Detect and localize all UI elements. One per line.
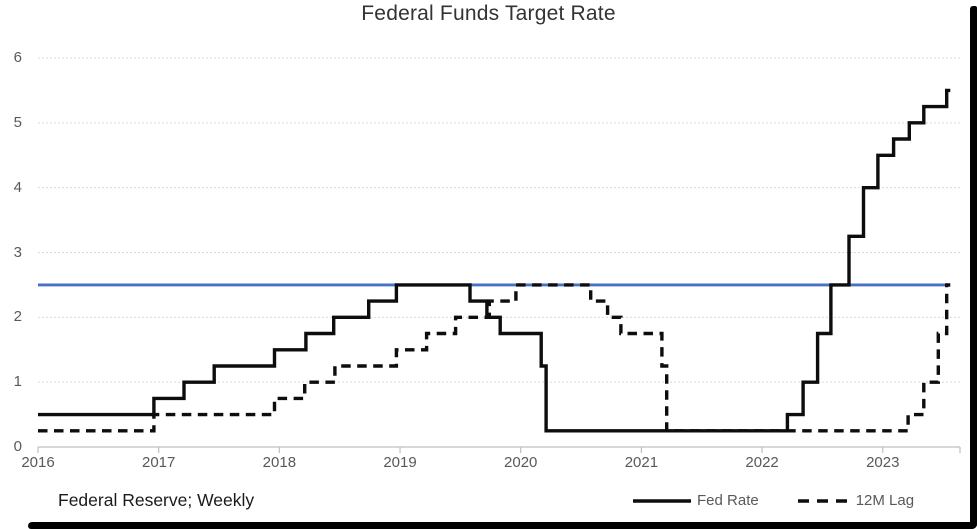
chart-legend: Fed Rate 12M Lag: [632, 492, 914, 509]
x-axis-tick-label: 2020: [504, 454, 538, 471]
y-axis-tick-label: 5: [13, 113, 22, 131]
y-axis-tick-label: 6: [13, 49, 22, 66]
x-axis-tick-label: 2019: [383, 454, 417, 471]
x-axis-tick-label: 2016: [21, 454, 55, 471]
y-axis-tick-label: 3: [13, 243, 22, 261]
x-axis-tick-label: 2021: [624, 454, 659, 471]
y-axis-tick-label: 2: [13, 308, 22, 326]
legend-item-fed-rate: Fed Rate: [632, 492, 759, 509]
dashed-line-swatch-icon: [797, 498, 850, 503]
y-axis-tick-label: 4: [13, 178, 22, 196]
chart-title: Federal Funds Target Rate: [361, 2, 616, 25]
window-border-bottom: [28, 522, 977, 529]
x-axis-tick-label: 2022: [745, 454, 779, 471]
solid-line-swatch-icon: [633, 498, 691, 503]
12m-lag-line: [38, 283, 951, 433]
legend-item-12m-lag: 12M Lag: [797, 492, 914, 509]
window-border-right: [970, 6, 977, 529]
x-axis-tick-label: 2023: [866, 454, 900, 471]
legend-label-fed-rate: Fed Rate: [697, 492, 759, 509]
fed-rate-line: [38, 88, 951, 433]
y-axis-tick-label: 0: [13, 438, 22, 455]
x-axis-tick-label: 2018: [262, 454, 297, 471]
legend-label-12m-lag: 12M Lag: [855, 492, 915, 509]
chart-source-caption: Federal Reserve; Weekly: [58, 490, 255, 510]
y-axis-tick-label: 1: [13, 373, 22, 391]
x-axis-tick-label: 2017: [141, 454, 176, 471]
